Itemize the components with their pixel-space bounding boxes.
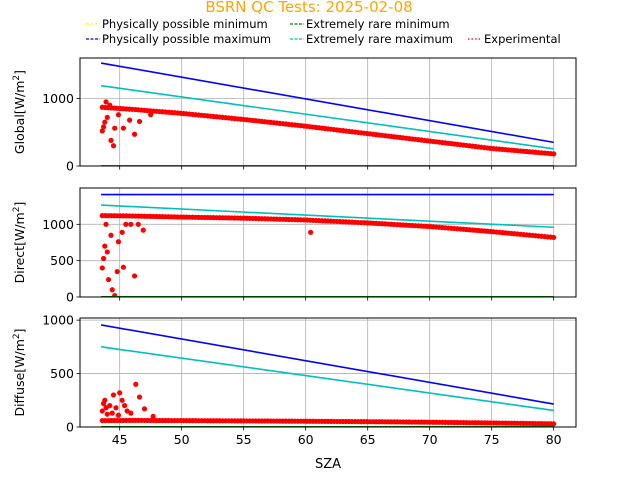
experimental-outlier <box>131 273 138 279</box>
experimental-outlier <box>120 125 126 131</box>
x-tick-label: 55 <box>236 432 252 447</box>
experimental-outlier <box>104 114 110 120</box>
experimental-outlier <box>109 410 115 416</box>
panel-global: 0 1000 Global[W/m2] <box>12 57 577 174</box>
experimental-outlier <box>100 124 107 130</box>
y-tick-label: 500 <box>50 253 74 268</box>
experimental-outlier <box>114 268 120 275</box>
experimental-outlier <box>102 119 108 125</box>
y-axis-label: Diffuse[W/m2] <box>12 328 27 416</box>
experimental-outlier <box>150 413 156 419</box>
experimental-outlier <box>136 118 143 125</box>
experimental-outlier <box>119 397 125 403</box>
plot-area <box>99 193 557 297</box>
y-tick-label: 0 <box>66 159 74 174</box>
axes-frame <box>79 317 577 428</box>
experimental-outlier <box>123 221 129 227</box>
experimental-outlier <box>108 137 114 143</box>
x-tick-label: 70 <box>422 432 438 447</box>
experimental-outlier <box>99 128 105 134</box>
legend-label-2: Physically possible maximum <box>102 32 271 46</box>
legend-label-1: Extremely rare minimum <box>306 17 450 31</box>
y-tick-label: 0 <box>66 420 74 435</box>
experimental-outlier <box>113 405 119 411</box>
panel-direct: 0 500 1000 Direct[W/m2] <box>12 187 577 305</box>
experimental-outlier <box>103 99 109 105</box>
y-tick-label: 1000 <box>42 91 74 106</box>
experimental-outlier <box>136 394 143 400</box>
experimental-outlier <box>108 232 114 238</box>
experimental-outlier <box>107 102 113 108</box>
experimental-outlier <box>148 112 154 118</box>
axes-frame <box>79 57 577 167</box>
experimental-point <box>551 234 557 241</box>
experimental-outlier <box>100 255 107 262</box>
x-axis-label: SZA <box>315 457 341 472</box>
experimental-outlier <box>112 125 118 131</box>
experimental-outlier <box>99 408 105 414</box>
experimental-outlier <box>104 411 110 417</box>
experimental-outlier <box>110 392 117 398</box>
line-extremely-rare-maximum <box>100 346 554 412</box>
experimental-outlier <box>127 117 133 123</box>
plot-area <box>99 324 557 427</box>
axes-frame <box>79 187 577 298</box>
experimental-outlier <box>115 412 122 418</box>
line-extremely-rare-maximum <box>100 84 554 150</box>
experimental-outlier <box>107 403 113 409</box>
line-physically-possible-maximum <box>100 324 554 405</box>
x-tick-label: 50 <box>174 432 190 447</box>
y-axis-label: Global[W/m2] <box>12 70 27 154</box>
experimental-outlier <box>109 287 115 293</box>
experimental-outlier <box>140 227 146 233</box>
experimental-point <box>551 151 557 157</box>
experimental-outlier <box>133 381 139 387</box>
experimental-outlier <box>131 131 138 137</box>
y-axis-label: Direct[W/m2] <box>12 202 27 284</box>
x-tick-label: 65 <box>360 432 376 447</box>
x-tick-label: 60 <box>298 432 314 447</box>
experimental-outlier <box>141 406 148 412</box>
legend-label-3: Extremely rare maximum <box>306 32 453 46</box>
experimental-outlier <box>119 229 125 235</box>
experimental-outlier <box>102 397 108 403</box>
experimental-outlier <box>117 390 123 396</box>
experimental-outlier <box>104 249 110 255</box>
y-tick-label: 1000 <box>42 313 74 328</box>
experimental-outlier <box>128 410 134 416</box>
y-tick-label: 0 <box>66 290 74 305</box>
experimental-outlier <box>115 239 122 245</box>
legend-label-0: Physically possible minimum <box>102 17 268 31</box>
x-tick-label: 45 <box>112 432 128 447</box>
legend: Physically possible minimum Extremely rar… <box>86 17 561 46</box>
x-tick-label: 80 <box>546 432 562 447</box>
experimental-outlier <box>102 243 108 249</box>
x-tick-label: 75 <box>484 432 500 447</box>
panel-diffuse: 45 50 55 60 65 70 75 80 0 500 1000 Diffuse[W/m2] <box>12 313 577 447</box>
experimental-outlier <box>122 403 128 409</box>
experimental-outlier <box>308 229 314 235</box>
y-tick-label: 500 <box>50 366 74 381</box>
experimental-outlier <box>103 221 109 227</box>
y-tick-label: 1000 <box>42 217 74 232</box>
experimental-outlier <box>105 276 112 283</box>
experimental-outlier <box>120 264 126 270</box>
plot-area <box>99 62 557 166</box>
figure-title: BSRN QC Tests: 2025-02-08 <box>205 0 412 16</box>
experimental-outlier <box>115 112 122 118</box>
line-physically-possible-maximum <box>100 62 554 144</box>
experimental-outlier <box>112 292 118 297</box>
experimental-outlier <box>128 221 134 227</box>
experimental-outlier <box>135 221 141 227</box>
line-extremely-rare-maximum <box>101 204 554 229</box>
experimental-outlier <box>99 265 105 271</box>
experimental-outlier <box>110 143 117 149</box>
legend-label-4: Experimental <box>484 32 561 46</box>
experimental-point <box>551 421 557 427</box>
